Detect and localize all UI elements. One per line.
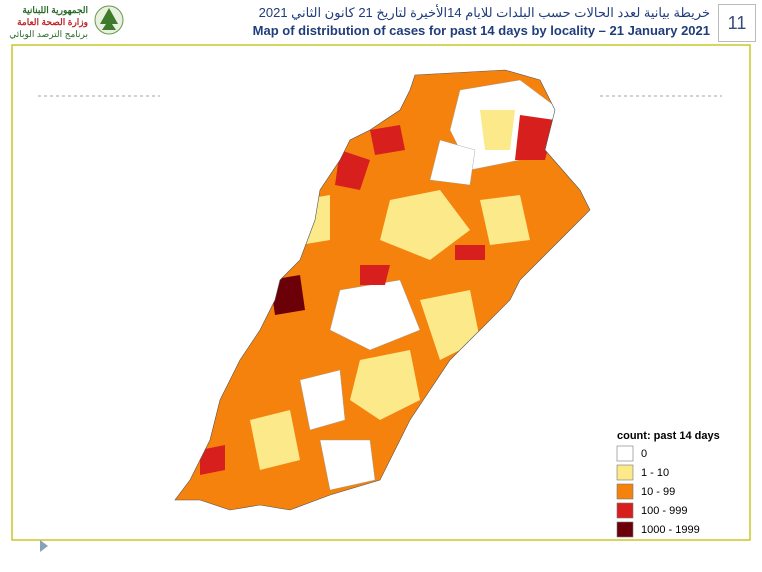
title-english: Map of distribution of cases for past 14… xyxy=(252,23,710,38)
legend-swatch xyxy=(616,445,634,462)
map-region xyxy=(455,245,485,260)
logo-line: الجمهورية اللبنانية xyxy=(22,5,88,15)
legend-label: 1000 - 1999 xyxy=(641,524,700,536)
legend-label: 100 - 999 xyxy=(641,505,687,517)
map-region xyxy=(420,290,480,360)
map-region xyxy=(329,279,421,351)
map-region xyxy=(299,369,346,431)
legend-label: 10 - 99 xyxy=(641,486,675,498)
map-region xyxy=(270,275,305,315)
map-region xyxy=(200,445,225,475)
map-region xyxy=(429,139,476,186)
legend-swatch xyxy=(616,464,634,481)
logo-cedar xyxy=(94,5,124,35)
map-region xyxy=(319,439,376,491)
legend-label: 0 xyxy=(641,448,647,460)
legend-swatch xyxy=(616,521,634,538)
map-region xyxy=(370,125,405,155)
map-region xyxy=(515,115,555,160)
logo-line: وزارة الصحة العامة xyxy=(17,17,88,27)
title-arabic: خريطة بيانية لعدد الحالات حسب البلدات لل… xyxy=(258,5,710,20)
map-region xyxy=(350,350,420,420)
nav-arrow xyxy=(40,540,48,552)
map-region xyxy=(250,410,300,470)
map-region xyxy=(480,110,515,150)
frame-border xyxy=(11,44,751,541)
legend: 0 1 - 10 10 - 99 100 - 999 1000 - 1999 xyxy=(616,445,700,538)
legend-label: 1 - 10 xyxy=(641,467,669,479)
map-region xyxy=(360,265,390,285)
legend-swatch xyxy=(616,483,634,500)
map-region xyxy=(480,195,530,245)
logo-line: برنامج الترصد الوبائي xyxy=(9,29,88,39)
lebanon-map xyxy=(175,70,590,510)
map-region xyxy=(335,150,370,190)
legend-title: count: past 14 days xyxy=(617,430,720,442)
page-number: 11 xyxy=(718,4,756,42)
legend-swatch xyxy=(616,502,634,519)
map-region xyxy=(380,190,470,260)
